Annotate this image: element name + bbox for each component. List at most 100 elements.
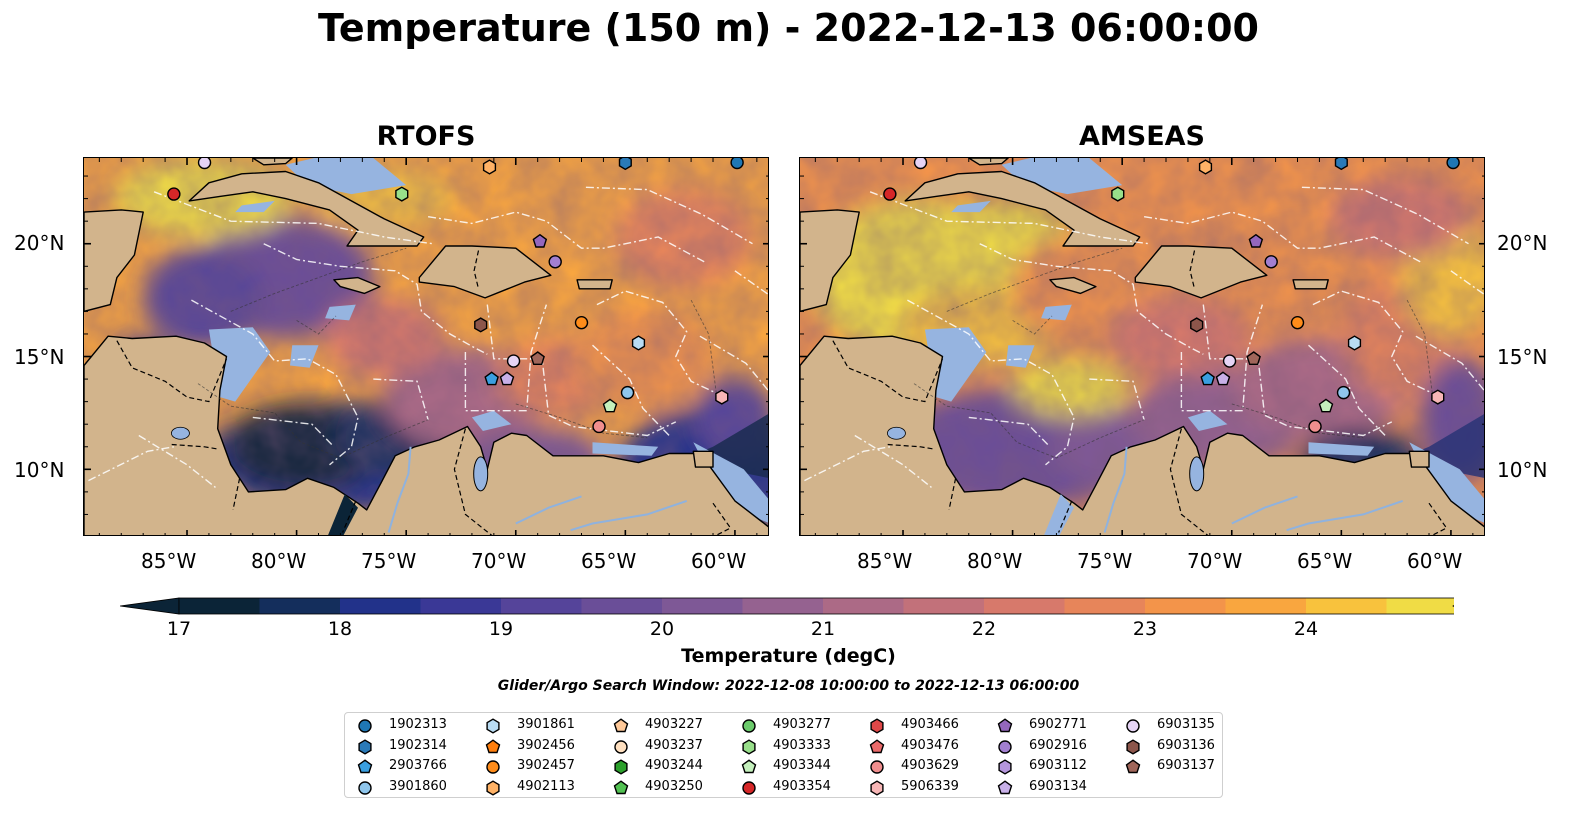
legend-label: 4903227 — [645, 717, 703, 732]
colorbar-tick-17: 17 — [166, 618, 192, 640]
legend-label: 5906339 — [901, 778, 959, 794]
legend-marker-shape — [614, 739, 628, 754]
legend-marker-shape — [486, 718, 500, 734]
lat-label-10n-right: 10°N — [1497, 458, 1548, 482]
lat-label-20n-right: 20°N — [1497, 231, 1548, 255]
legend-label: 4903250 — [645, 778, 703, 794]
float-marker-5906339 — [715, 389, 729, 405]
lon-label-75w-left: 75°W — [361, 549, 417, 573]
search-window-label: Glider/Argo Search Window: 2022-12-08 10… — [497, 678, 1080, 694]
float-marker-4903354 — [167, 187, 181, 201]
legend-marker-circle-icon — [614, 739, 628, 754]
colorbar-segment — [1145, 598, 1226, 614]
legend-label: 4903237 — [645, 737, 703, 753]
legend-label: 4902113 — [517, 778, 575, 794]
legend-marker-pentagon-icon — [485, 738, 501, 753]
float-marker-6903135 — [913, 158, 928, 170]
float-marker-4903629 — [592, 419, 606, 434]
legend-label: 4903277 — [773, 717, 831, 732]
colorbar-segment — [581, 598, 663, 614]
legend-marker-pentagon-icon — [613, 718, 629, 733]
colorbar-segment — [259, 598, 341, 614]
legend-marker-circle-icon — [358, 719, 372, 733]
lon-label-65w-left: 65°W — [581, 549, 637, 573]
legend-marker-shape — [997, 718, 1013, 733]
legend-label: 6902916 — [1029, 737, 1087, 753]
legend-marker-circle-icon — [358, 780, 372, 795]
colorbar-tick-21: 21 — [810, 618, 836, 640]
legend-marker-shape — [358, 738, 372, 755]
colorbar-segment — [1306, 598, 1387, 614]
legend-marker-circle-icon — [1126, 719, 1140, 733]
colorbar-segment — [823, 598, 904, 614]
float-marker-1902313 — [730, 158, 744, 170]
lon-label-60w-right: 60°W — [1407, 549, 1463, 573]
legend-label: 4903629 — [901, 758, 959, 773]
legend-marker-shape — [742, 738, 756, 755]
legend-marker-hexagon-icon — [486, 779, 500, 796]
legend-marker-circle-icon — [998, 739, 1012, 754]
legend-label: 6903137 — [1157, 758, 1215, 773]
colorbar-segment — [420, 598, 502, 614]
legend-marker-shape — [1126, 719, 1140, 733]
legend-marker-shape — [358, 719, 372, 733]
legend-label: 6903134 — [1029, 778, 1087, 794]
legend-marker-shape — [869, 738, 885, 753]
map-title-rtofs: RTOFS — [376, 121, 476, 152]
float-marker-2903766 — [1200, 371, 1215, 386]
lat-label-15n-right: 15°N — [1497, 345, 1548, 369]
legend-marker-shape — [1125, 759, 1141, 774]
float-marker-6902771 — [1248, 233, 1264, 248]
map-panel-rtofs — [83, 157, 769, 536]
legend-marker-shape — [613, 718, 629, 733]
float-marker-4903344 — [602, 398, 618, 413]
legend-marker-shape — [357, 759, 373, 774]
float-marker-3901861 — [1347, 335, 1362, 351]
lon-label-85w-left: 85°W — [141, 549, 197, 573]
colorbar-extend-max — [1452, 604, 1454, 608]
float-marker-6903135 — [197, 158, 212, 170]
legend-marker-hexagon-icon — [742, 738, 756, 755]
float-marker-3901860 — [1336, 385, 1351, 400]
colorbar-tick-19: 19 — [488, 618, 514, 640]
legend-marker-shape — [742, 780, 756, 795]
legend-marker-pentagon-icon — [869, 738, 885, 753]
float-marker-6903135 — [1222, 354, 1237, 368]
legend-marker-circle-icon — [742, 780, 756, 795]
legend-marker-hexagon-icon — [358, 738, 372, 755]
legend-label: 6903135 — [1157, 717, 1215, 732]
legend-marker-shape — [1126, 738, 1140, 755]
float-marker-5906339 — [1431, 389, 1445, 405]
float-marker-4903354 — [883, 187, 897, 201]
colorbar-segment — [903, 598, 985, 614]
colorbar-segment — [1386, 598, 1454, 614]
float-marker-4902113 — [482, 159, 497, 175]
colorbar-segment — [179, 598, 260, 614]
colorbar-segment — [1064, 598, 1146, 614]
float-marker-4903629 — [1308, 419, 1322, 434]
legend-marker-shape — [998, 759, 1012, 775]
float-marker-1902313 — [1446, 158, 1460, 170]
legend-label: 1902313 — [389, 717, 447, 732]
legend-label: 4903466 — [901, 717, 959, 732]
float-marker-2903766 — [484, 371, 499, 386]
colorbar-tick-18: 18 — [327, 618, 353, 640]
legend-label: 4903354 — [773, 778, 831, 794]
legend-marker-hexagon-icon — [614, 759, 628, 775]
lat-label-15n-left: 15°N — [14, 345, 65, 369]
float-marker-6903136 — [474, 317, 488, 333]
legend-label: 1902314 — [389, 737, 447, 753]
legend-marker-shape — [870, 779, 884, 796]
legend-label: 4903244 — [645, 758, 703, 773]
float-marker-1902314 — [1334, 158, 1348, 171]
float-marker-6903134 — [1215, 371, 1231, 386]
lon-label-65w-right: 65°W — [1297, 549, 1353, 573]
colorbar-segment — [340, 598, 421, 614]
colorbar-segment — [1225, 598, 1307, 614]
legend-marker-pentagon-icon — [613, 779, 629, 794]
legend-marker-hexagon-icon — [998, 759, 1012, 775]
legend-label: 4903344 — [773, 758, 831, 773]
map-title-amseas: AMSEAS — [1079, 121, 1205, 152]
float-marker-3902457 — [574, 315, 589, 330]
float-marker-6903137 — [1246, 351, 1261, 366]
